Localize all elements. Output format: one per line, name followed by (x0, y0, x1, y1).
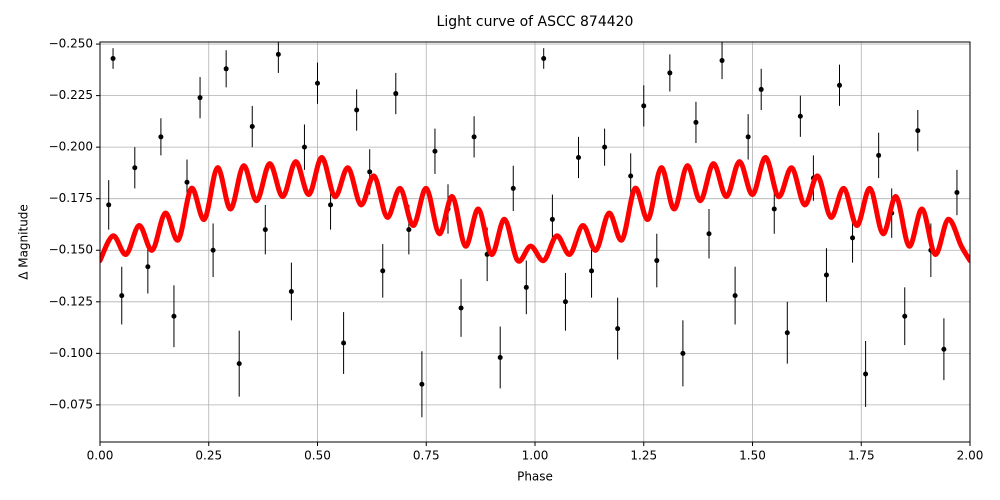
y-tick-label: −0.100 (49, 346, 93, 360)
data-point (680, 350, 686, 356)
data-point (941, 346, 947, 352)
x-axis-label: Phase (517, 470, 553, 484)
x-tick-label: 0.25 (195, 449, 222, 463)
data-point (406, 227, 412, 233)
data-point (771, 206, 777, 212)
data-point (328, 202, 334, 208)
data-point (510, 185, 516, 191)
data-point (732, 293, 738, 299)
data-point (541, 55, 547, 61)
data-point (458, 305, 464, 311)
y-tick-label: −0.150 (49, 243, 93, 257)
data-point (562, 299, 568, 305)
data-point (197, 95, 203, 101)
plot-area (100, 42, 970, 418)
y-tick-label: −0.250 (49, 37, 93, 51)
data-point (602, 144, 608, 150)
x-tick-label: 0.75 (413, 449, 440, 463)
data-point (301, 144, 307, 150)
data-point (823, 272, 829, 278)
x-tick-label: 1.75 (848, 449, 875, 463)
data-point (706, 231, 712, 237)
data-point (210, 247, 216, 253)
data-point (419, 381, 425, 387)
data-point (615, 326, 621, 332)
y-tick-label: −0.125 (49, 294, 93, 308)
data-point (850, 235, 856, 241)
data-point (758, 86, 764, 92)
chart-title: Light curve of ASCC 874420 (437, 14, 634, 30)
y-axis-label: Δ Magnitude (17, 204, 31, 280)
data-point (693, 119, 699, 125)
data-point (367, 169, 373, 175)
data-point (315, 80, 320, 86)
data-point (719, 58, 725, 64)
data-point (784, 330, 790, 336)
data-point (275, 51, 281, 57)
data-point (432, 148, 438, 154)
data-point (667, 70, 673, 76)
data-point (132, 165, 138, 171)
x-tick-label: 0.00 (87, 449, 114, 463)
data-point (589, 268, 595, 274)
data-point (249, 124, 255, 130)
y-tick-label: −0.200 (49, 140, 93, 154)
data-point (145, 264, 151, 270)
data-point (549, 216, 555, 222)
data-point (628, 173, 634, 179)
data-point (471, 134, 477, 140)
data-point (110, 55, 116, 61)
model-curve (100, 154, 970, 264)
data-point (523, 284, 529, 290)
data-point (641, 103, 647, 109)
data-point (341, 340, 347, 346)
data-point (915, 128, 921, 134)
x-tick-label: 0.50 (304, 449, 331, 463)
data-point (797, 113, 803, 119)
data-point (119, 293, 125, 299)
data-point (863, 371, 869, 377)
data-point (654, 258, 660, 264)
data-point (262, 227, 268, 233)
data-point (354, 107, 360, 113)
data-point (745, 134, 751, 140)
data-point (158, 134, 164, 140)
data-point (171, 313, 177, 319)
x-tick-label: 1.50 (739, 449, 766, 463)
data-point (576, 154, 581, 160)
y-tick-label: −0.225 (49, 88, 93, 102)
x-tick-label: 1.00 (522, 449, 549, 463)
x-tick-label: 1.25 (630, 449, 657, 463)
data-point (184, 179, 190, 185)
data-point (876, 152, 882, 158)
x-tick-label: 2.00 (957, 449, 984, 463)
data-point (106, 202, 112, 208)
data-point (902, 313, 908, 319)
data-point (288, 288, 294, 294)
data-point (837, 82, 842, 88)
data-point (497, 354, 503, 360)
data-point (380, 268, 386, 274)
data-point (393, 91, 399, 97)
data-point (223, 66, 229, 72)
y-tick-label: −0.075 (49, 397, 93, 411)
data-point (954, 190, 960, 196)
y-tick-label: −0.175 (49, 191, 93, 205)
data-point (236, 361, 242, 367)
